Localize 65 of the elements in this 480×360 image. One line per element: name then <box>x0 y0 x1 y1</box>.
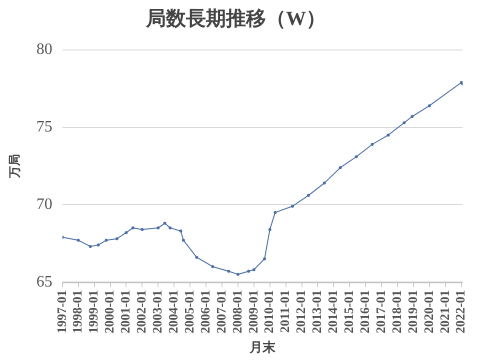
x-tick-label: 2007-01 <box>213 290 228 334</box>
x-tick-label: 2013-01 <box>309 290 324 334</box>
point <box>428 104 431 108</box>
x-tick-label: 1999-01 <box>86 290 101 334</box>
point <box>247 270 250 273</box>
point <box>290 204 294 208</box>
x-tick-label: 2011-01 <box>277 290 292 333</box>
x-tick-label: 2017-01 <box>372 290 388 334</box>
x-tick-label: 2016-01 <box>356 290 372 334</box>
point <box>252 268 256 272</box>
point <box>104 238 108 242</box>
point <box>306 194 310 197</box>
y-tick-label: 70 <box>36 196 52 213</box>
x-tick-label: 2010-01 <box>261 290 276 334</box>
x-tick-label: 2008-01 <box>229 290 244 334</box>
x-tick-label: 2009-01 <box>245 290 260 334</box>
point <box>156 226 160 230</box>
point <box>410 115 414 118</box>
x-tick-label: 2006-01 <box>197 290 212 334</box>
point <box>227 270 230 273</box>
x-axis-title: 月末 <box>248 340 277 355</box>
chart-title: 局数長期推移（W） <box>145 8 326 30</box>
y-axis-title: 万局 <box>7 154 22 180</box>
x-tick-label: 2022-01 <box>452 290 468 334</box>
point <box>402 121 406 124</box>
x-tick-label: 2002-01 <box>134 290 149 334</box>
point <box>274 210 277 214</box>
x-tick-label: 2014-01 <box>325 290 340 334</box>
y-tick-label: 80 <box>36 41 52 58</box>
point <box>131 226 134 230</box>
point <box>182 238 185 242</box>
x-tick-label: 2001-01 <box>118 290 133 334</box>
x-tick-label: 2000-01 <box>102 290 117 334</box>
x-tick-label: 1997-01 <box>54 290 69 334</box>
point <box>386 134 390 137</box>
point <box>76 238 80 242</box>
x-tick-label: 2004-01 <box>165 290 180 334</box>
x-tick-label: 2019-01 <box>404 290 420 334</box>
point <box>236 272 240 276</box>
x-tick-label: 2012-01 <box>293 290 308 334</box>
point <box>338 166 342 170</box>
x-tick-label: 2003-01 <box>150 290 165 334</box>
point <box>211 265 214 268</box>
y-tick-label: 65 <box>36 273 52 290</box>
point <box>263 257 266 260</box>
x-tick-label: 2018-01 <box>388 290 404 334</box>
y-tick-label: 75 <box>36 118 52 136</box>
point <box>195 256 198 259</box>
x-tick-label: 1998-01 <box>70 290 85 334</box>
x-tick-label: 2015-01 <box>341 290 356 334</box>
x-tick-label: 2021-01 <box>436 290 452 334</box>
point <box>370 142 374 146</box>
point <box>179 230 182 233</box>
point <box>124 231 128 234</box>
point <box>168 226 172 230</box>
x-tick-label: 2005-01 <box>181 290 196 334</box>
point <box>96 243 100 246</box>
point <box>354 155 358 158</box>
point <box>268 228 272 231</box>
point <box>88 244 92 248</box>
point <box>140 228 144 231</box>
point <box>322 182 326 185</box>
point <box>163 222 166 225</box>
point <box>115 237 118 240</box>
x-tick-label: 2020-01 <box>420 290 436 334</box>
